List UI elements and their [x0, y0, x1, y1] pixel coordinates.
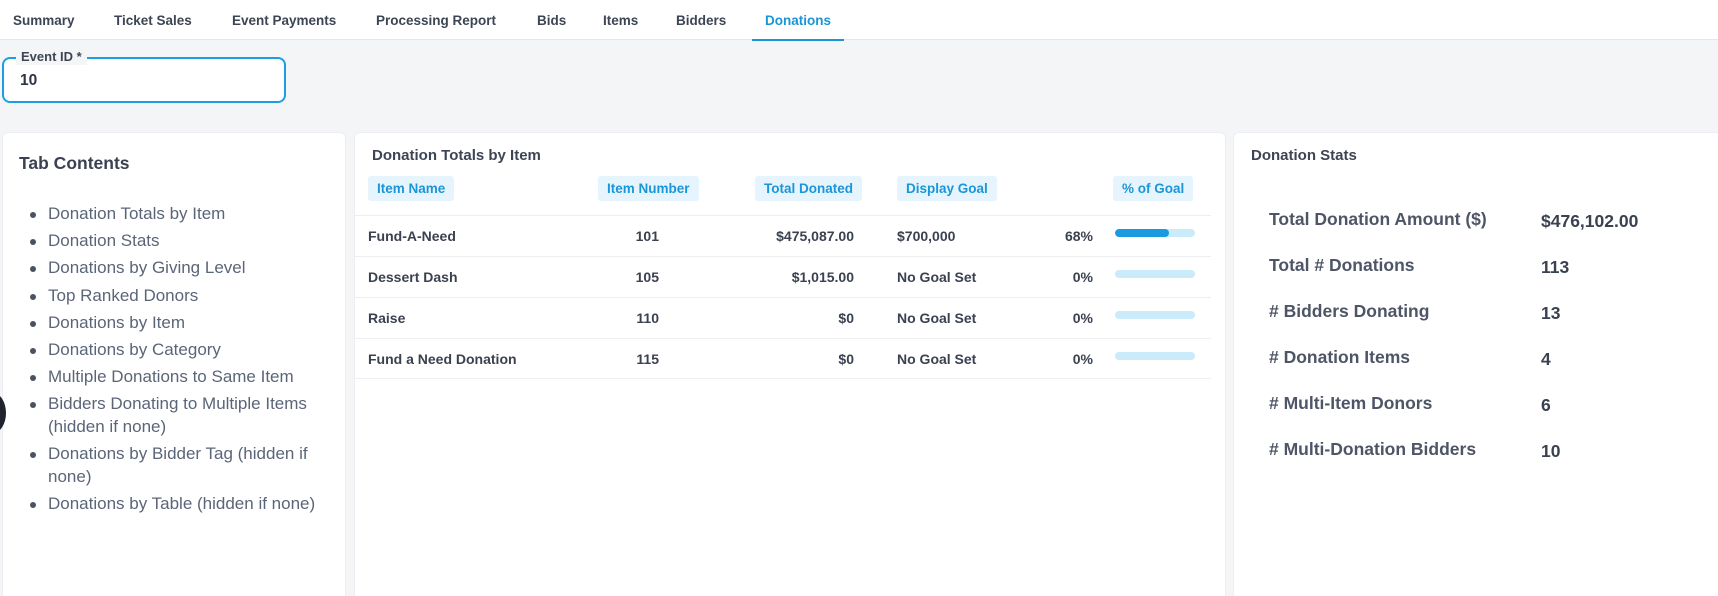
toc-item-donations-by-item[interactable]: Donations by Item: [28, 312, 318, 335]
item-name-cell: Dessert Dash: [368, 269, 458, 285]
total-donated-cell: $0: [838, 310, 854, 326]
toc-item-donation-totals[interactable]: Donation Totals by Item: [28, 203, 318, 226]
stat-label: # Donation Items: [1269, 347, 1410, 367]
tab-contents-card: Tab Contents Donation Totals by Item Don…: [2, 132, 346, 596]
tab-processing-report[interactable]: Processing Report: [376, 13, 497, 28]
tab-donations[interactable]: Donations: [752, 0, 844, 41]
tab-contents-title: Tab Contents: [19, 153, 130, 173]
pct-of-goal-cell: 0%: [1072, 351, 1093, 367]
donation-totals-card: Donation Totals by Item Item Name Item N…: [354, 132, 1226, 596]
stat-label: # Multi-Item Donors: [1269, 393, 1433, 413]
event-id-input[interactable]: [20, 70, 270, 92]
item-number-cell: 115: [636, 351, 659, 367]
column-header-display-goal[interactable]: Display Goal: [897, 176, 997, 201]
donation-stats-title: Donation Stats: [1251, 147, 1357, 164]
total-donated-cell: $0: [838, 351, 854, 367]
toc-item-by-table[interactable]: Donations by Table (hidden if none): [28, 493, 318, 516]
stat-label: Total Donation Amount ($): [1269, 209, 1487, 229]
report-tab-bar: Summary Ticket Sales Event Payments Proc…: [0, 0, 1718, 41]
toc-item-donation-stats[interactable]: Donation Stats: [28, 230, 318, 253]
stat-label: Total # Donations: [1269, 255, 1415, 275]
stat-value: 113: [1541, 257, 1570, 277]
total-donated-cell: $1,015.00: [791, 269, 854, 285]
toc-item-multiple-donations[interactable]: Multiple Donations to Same Item: [28, 366, 318, 389]
event-id-field: Event ID *: [2, 49, 286, 103]
toc-item-donations-by-category[interactable]: Donations by Category: [28, 339, 318, 362]
item-name-cell: Fund-A-Need: [368, 228, 456, 244]
toc-item-top-donors[interactable]: Top Ranked Donors: [28, 285, 318, 308]
column-header-pct-of-goal[interactable]: % of Goal: [1113, 176, 1194, 201]
display-goal-cell: $700,000: [897, 228, 956, 244]
tab-bidders[interactable]: Bidders: [676, 13, 727, 28]
item-name-cell: Raise: [368, 310, 406, 326]
tab-ticket-sales[interactable]: Ticket Sales: [114, 13, 192, 28]
goal-progress-fill: [1115, 229, 1170, 237]
pct-of-goal-cell: 0%: [1072, 310, 1093, 326]
item-number-cell: 110: [636, 310, 659, 326]
table-row: Dessert Dash 105 $1,015.00 No Goal Set 0…: [355, 256, 1211, 297]
stat-value: 6: [1541, 395, 1551, 415]
goal-progress-bar: [1115, 311, 1195, 319]
tab-summary[interactable]: Summary: [13, 13, 75, 28]
scroll-indicator-dot: [0, 393, 6, 433]
tab-bids[interactable]: Bids: [537, 13, 567, 28]
total-donated-cell: $475,087.00: [776, 228, 854, 244]
column-header-total-donated[interactable]: Total Donated: [755, 176, 862, 201]
item-number-cell: 105: [635, 269, 659, 285]
stat-label: # Bidders Donating: [1269, 301, 1430, 321]
display-goal-cell: No Goal Set: [897, 351, 977, 367]
toc-item-bidder-tag[interactable]: Donations by Bidder Tag (hidden if none): [28, 443, 318, 488]
tab-event-payments[interactable]: Event Payments: [232, 13, 337, 28]
donation-stats-card: Donation Stats Total Donation Amount ($)…: [1233, 132, 1718, 596]
stat-value: 10: [1541, 441, 1561, 461]
stat-value: 4: [1541, 349, 1551, 369]
pct-of-goal-cell: 68%: [1064, 228, 1093, 244]
item-number-cell: 101: [635, 228, 659, 244]
display-goal-cell: No Goal Set: [897, 269, 977, 285]
stat-value: 13: [1541, 303, 1561, 323]
table-row: Fund a Need Donation 115 $0 No Goal Set …: [355, 338, 1211, 379]
event-id-label: Event ID *: [16, 49, 87, 65]
toc-item-bidders-multiple-items[interactable]: Bidders Donating to Multiple Items (hidd…: [28, 393, 318, 438]
tab-items[interactable]: Items: [603, 13, 639, 28]
tab-contents-list: Donation Totals by Item Donation Stats D…: [28, 203, 318, 520]
goal-progress-bar: [1115, 229, 1195, 237]
goal-progress-bar: [1115, 270, 1195, 278]
column-header-item-name[interactable]: Item Name: [368, 176, 455, 201]
pct-of-goal-cell: 0%: [1072, 269, 1093, 285]
goal-progress-bar: [1115, 352, 1195, 360]
table-row: Fund-A-Need 101 $475,087.00 $700,000 68%: [355, 215, 1211, 256]
stat-value: $476,102.00: [1541, 211, 1639, 231]
display-goal-cell: No Goal Set: [897, 310, 977, 326]
item-name-cell: Fund a Need Donation: [368, 351, 517, 367]
table-header: Item Name Item Number Total Donated Disp…: [355, 173, 1211, 211]
column-header-item-number[interactable]: Item Number: [598, 176, 699, 201]
stat-label: # Multi-Donation Bidders: [1269, 439, 1477, 459]
donation-totals-title: Donation Totals by Item: [372, 147, 541, 164]
table-row: Raise 110 $0 No Goal Set 0%: [355, 297, 1211, 338]
toc-item-giving-level[interactable]: Donations by Giving Level: [28, 257, 318, 280]
